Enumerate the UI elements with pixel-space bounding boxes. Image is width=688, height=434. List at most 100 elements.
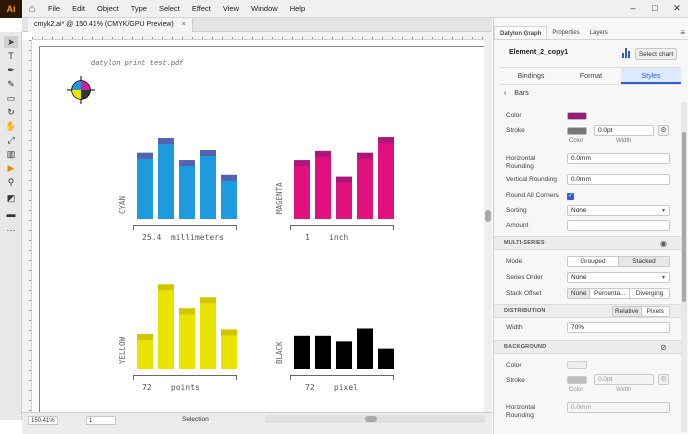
panel-menu-icon[interactable]: ≡ [680,28,685,37]
mode-grouped-button[interactable]: Grouped [568,257,619,266]
scale-tool-icon[interactable]: ⤢ [7,135,15,145]
tab-styles[interactable]: Styles [621,68,681,84]
bars-header[interactable]: ‹ Bars [504,90,529,97]
amount-input[interactable] [567,220,670,231]
canvas-horizontal-scrollbar[interactable] [265,415,485,423]
scroll-thumb[interactable] [485,210,491,222]
minimize-button[interactable]: – [630,3,636,13]
select-chart-button[interactable]: Select chart [635,48,677,60]
tab-bindings[interactable]: Bindings [517,73,545,80]
bar-4[interactable] [357,328,373,369]
multi-series-section[interactable]: MULTI-SERIES ◉ [494,236,681,250]
mode-stacked-button[interactable]: Stacked [619,257,669,266]
bar-1[interactable] [137,334,153,369]
bar-3[interactable] [336,176,352,219]
background-color-swatch[interactable] [567,361,587,369]
scroll-thumb[interactable] [365,416,377,422]
gear-icon[interactable]: ⚙ [658,125,669,136]
tab-format[interactable]: Format [579,73,603,80]
bar-1[interactable] [294,335,310,369]
scroll-thumb[interactable] [682,132,686,302]
black-bar-chart[interactable]: BLACK 72 pixel [272,269,402,392]
panel-scrollbar[interactable] [681,102,687,432]
menu-view[interactable]: View [222,4,240,13]
menu-window[interactable]: Window [251,4,278,13]
stack-offset-none-button[interactable]: None [568,289,591,298]
width-input[interactable]: 70% [567,322,670,333]
magenta-bar-chart[interactable]: MAGENTA 1 inch [272,119,402,242]
round-all-corners-checkbox[interactable]: ✓ [567,193,574,200]
bar-3[interactable] [179,160,195,219]
rotate-tool-icon[interactable]: ↻ [7,107,15,117]
bar-5[interactable] [221,174,237,219]
stack-offset-percentage-button[interactable]: Percenta... [590,289,631,298]
bar-3[interactable] [179,308,195,369]
menu-type[interactable]: Type [130,4,147,13]
rectangle-tool-icon[interactable]: ▭ [6,93,16,103]
background-stroke-width-input[interactable]: 0.0pt [594,374,654,385]
graph-tool-icon[interactable]: ▥ [6,149,16,159]
canvas[interactable]: datylon print test.pdf CYAN 25.4 millime… [22,32,492,412]
menu-object[interactable]: Object [97,4,119,13]
tab-layers[interactable]: Layers [589,30,608,36]
selection-tool-icon[interactable]: ➤ [4,36,18,48]
bar-4[interactable] [200,297,216,369]
eye-icon[interactable]: ◉ [660,239,667,248]
menu-help[interactable]: Help [289,4,306,13]
bar-1[interactable] [137,152,153,219]
brush-tool-icon[interactable]: ✎ [7,79,15,89]
bar-2[interactable] [158,138,174,219]
pen-tool-icon[interactable]: ✒ [7,65,15,75]
close-tab-icon[interactable]: × [181,21,186,28]
distribution-relative-button[interactable]: Relative [613,307,642,316]
series-order-select[interactable]: None ▾ [567,272,670,283]
bar-top-accent [336,341,352,348]
background-stroke-swatch[interactable] [567,376,587,384]
vertical-rounding-input[interactable]: 0.0mm [567,174,670,185]
bar-2[interactable] [315,335,331,369]
bar-5[interactable] [221,329,237,369]
yellow-bar-chart[interactable]: YELLOW 72 points [115,269,245,392]
color-mode-icon[interactable]: ▬ [6,209,16,219]
canvas-vertical-scrollbar[interactable] [484,32,492,412]
menu-file[interactable]: File [48,4,61,13]
bar-4[interactable] [357,152,373,219]
back-chevron-icon[interactable]: ‹ [504,90,507,97]
menu-edit[interactable]: Edit [72,4,86,13]
close-window-button[interactable]: ✕ [673,3,681,13]
zoom-level-field[interactable]: 150.41% [28,416,58,425]
stack-offset-diverging-button[interactable]: Diverging [635,290,664,297]
horizontal-rounding-input[interactable]: 0.0mm [567,153,670,164]
tab-datylon-graph[interactable]: Datylon Graph [494,26,548,39]
bar-1[interactable] [294,160,310,219]
bar-color-swatch[interactable] [567,112,587,120]
tab-properties[interactable]: Properties [552,30,580,36]
more-tools-icon[interactable]: ⋯ [6,225,16,235]
bar-2[interactable] [158,284,174,369]
gear-icon[interactable]: ⚙ [658,374,669,385]
maximize-button[interactable]: □ [652,3,658,13]
bar-2[interactable] [315,150,331,219]
menu-select[interactable]: Select [158,4,180,13]
eye-hidden-icon[interactable]: ⊘ [660,343,667,352]
distribution-pixels-button[interactable]: Pixels [646,308,664,315]
stroke-width-input[interactable]: 0.0pt [594,125,654,136]
bar-4[interactable] [200,150,216,219]
datylon-tool-icon[interactable]: ▶ [7,163,15,173]
home-icon[interactable]: ⌂ [28,2,36,15]
sorting-select[interactable]: None ▾ [567,205,670,216]
status-bar: 150.41% 1 Selection [22,412,492,434]
background-section[interactable]: BACKGROUND ⊘ [494,340,681,354]
background-h-rounding-input[interactable]: 0.0mm [567,402,670,413]
bar-5[interactable] [378,137,394,219]
document-tab[interactable]: cmyk2.ai* @ 150.41% (CMYK/GPU Preview) × [28,18,193,32]
bar-3[interactable] [336,341,352,369]
cyan-bar-chart[interactable]: CYAN 25.4 millimeters [115,119,245,242]
artboard-number-field[interactable]: 1 [86,416,116,425]
zoom-tool-icon[interactable]: ⚲ [7,177,15,187]
fill-stroke-icon[interactable]: ◩ [6,193,16,203]
stroke-color-swatch[interactable] [567,127,587,135]
hand-tool-icon[interactable]: ✋ [5,121,17,131]
menu-effect[interactable]: Effect [191,4,211,13]
type-tool-icon[interactable]: T [8,51,14,61]
